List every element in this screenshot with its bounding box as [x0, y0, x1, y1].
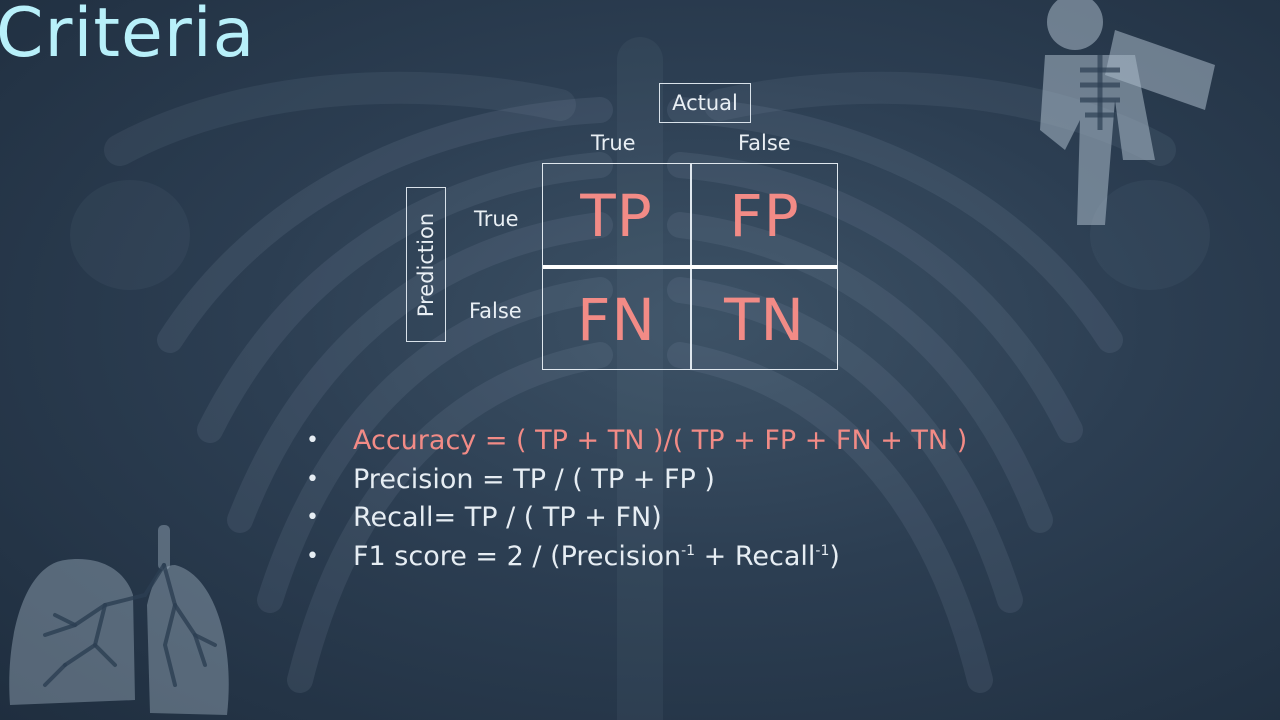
actual-label: Actual [659, 83, 751, 123]
cell-fn: FN [577, 285, 656, 354]
cell-fp: FP [729, 181, 800, 250]
cell-tn: TN [724, 285, 805, 354]
lungs-icon [9, 525, 229, 715]
row-false-label: False [469, 299, 522, 323]
formula-recall: Recall= TP / ( TP + FN) [300, 499, 967, 538]
formula-accuracy: Accuracy = ( TP + TN )/( TP + FP + FN + … [300, 422, 967, 461]
cell-tp: TP [580, 181, 653, 250]
formula-f1: F1 score = 2 / (Precision-1 + Recall-1) [300, 538, 967, 577]
col-true-label: True [591, 131, 636, 155]
prediction-label-box: Prediction [406, 187, 446, 342]
col-false-label: False [738, 131, 791, 155]
confusion-matrix: TP FP FN TN [542, 163, 838, 370]
f1-prefix: F1 score = 2 / (Precision [353, 540, 682, 572]
f1-suffix: ) [829, 540, 840, 572]
recall-exponent: -1 [815, 542, 830, 559]
f1-mid: + Recall [695, 540, 816, 572]
formula-list: Accuracy = ( TP + TN )/( TP + FP + FN + … [300, 422, 967, 576]
page-title: Criteria [0, 0, 256, 73]
matrix-divider-horizontal [543, 265, 837, 269]
row-true-label: True [474, 207, 519, 231]
precision-exponent: -1 [681, 542, 696, 559]
formula-precision: Precision = TP / ( TP + FP ) [300, 461, 967, 500]
prediction-label: Prediction [414, 212, 438, 317]
xray-person-icon [1040, 0, 1215, 225]
